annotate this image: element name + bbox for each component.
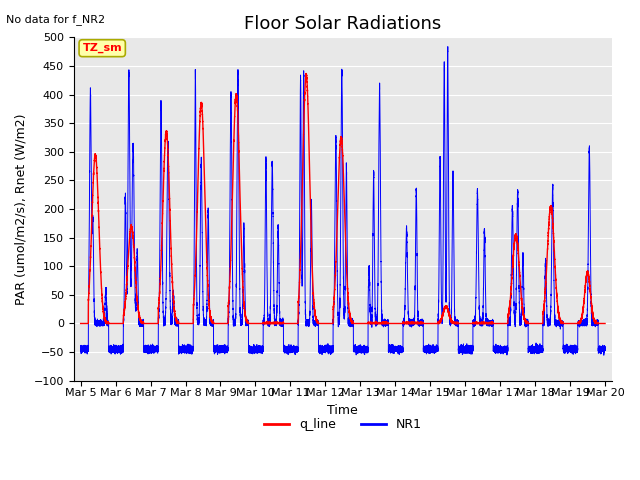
Title: Floor Solar Radiations: Floor Solar Radiations	[244, 15, 442, 33]
Legend: q_line, NR1: q_line, NR1	[259, 413, 427, 436]
NR1	[601, 344, 609, 350]
Line: NR1: NR1	[81, 47, 605, 355]
q_line	[104, 321, 112, 326]
Text: TZ_sm: TZ_sm	[83, 43, 122, 53]
NR1	[444, 44, 452, 49]
NR1	[485, 320, 493, 325]
q_line	[506, 307, 513, 313]
Line: q_line: q_line	[81, 73, 605, 324]
q_line	[485, 320, 493, 325]
NR1	[77, 343, 84, 349]
NR1	[412, 259, 419, 265]
Text: No data for f_NR2: No data for f_NR2	[6, 14, 106, 25]
NR1	[506, 320, 513, 325]
Y-axis label: PAR (umol/m2/s), Rnet (W/m2): PAR (umol/m2/s), Rnet (W/m2)	[15, 113, 28, 305]
q_line	[498, 321, 506, 326]
X-axis label: Time: Time	[328, 404, 358, 417]
q_line	[471, 321, 479, 326]
NR1	[600, 352, 607, 358]
q_line	[601, 321, 609, 326]
q_line	[303, 71, 310, 76]
NR1	[498, 348, 506, 354]
q_line	[77, 321, 84, 326]
q_line	[412, 321, 419, 326]
NR1	[471, 320, 479, 325]
NR1	[104, 319, 112, 325]
